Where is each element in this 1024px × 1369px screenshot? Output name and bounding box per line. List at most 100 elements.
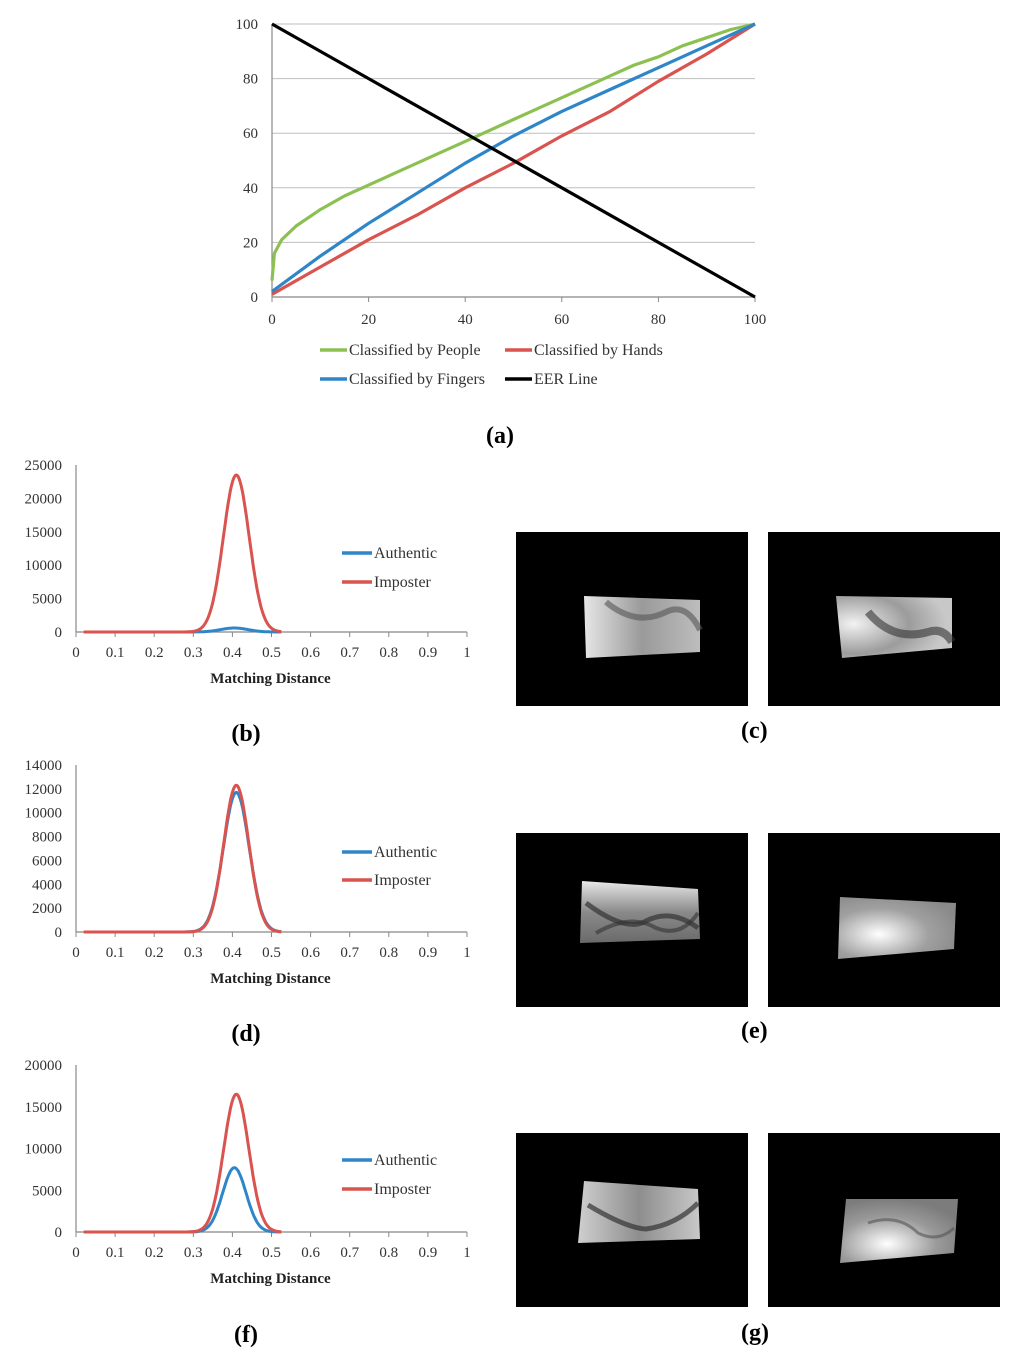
panel-label-b: (b)	[231, 721, 260, 747]
panel-label-e: (e)	[741, 1018, 768, 1044]
x-tick-label: 0.4	[223, 945, 242, 961]
y-tick-label: 20000	[25, 1058, 63, 1074]
panel-label-a: (a)	[486, 423, 514, 449]
vein-image-c-left	[516, 532, 748, 706]
x-tick-label: 0.5	[262, 645, 281, 661]
series-line-imposter	[83, 1092, 282, 1234]
legend-entry: Classified by Hands	[534, 342, 663, 359]
y-tick-label: 0	[55, 1225, 63, 1241]
x-tick-label: 80	[651, 312, 666, 328]
panel-label-d: (d)	[231, 1021, 260, 1047]
legend-entry: Authentic	[374, 545, 437, 562]
y-tick-label: 20000	[25, 491, 63, 507]
y-tick-label: 40	[243, 181, 258, 197]
series-line-eer-line	[271, 22, 756, 299]
vein-image-g-right	[768, 1133, 1000, 1307]
y-tick-label: 80	[243, 72, 258, 88]
vein-image-c-right	[768, 532, 1000, 706]
x-tick-label: 0.3	[184, 945, 203, 961]
vein-image-e-right	[768, 833, 1000, 1007]
y-tick-label: 8000	[32, 830, 62, 846]
y-tick-label: 100	[236, 17, 259, 33]
legend-entry: EER Line	[534, 371, 598, 388]
y-tick-label: 5000	[32, 1183, 62, 1199]
y-tick-label: 10000	[25, 806, 63, 822]
x-tick-label: 0	[268, 312, 276, 328]
x-tick-label: 0.4	[223, 1245, 242, 1261]
y-tick-label: 2000	[32, 901, 62, 917]
x-tick-label: 0.2	[145, 945, 164, 961]
x-tick-label: 0.6	[301, 945, 320, 961]
y-tick-label: 25000	[25, 458, 63, 474]
x-tick-label: 0.9	[419, 645, 438, 661]
panel-label-c: (c)	[741, 718, 768, 744]
x-tick-label: 0.1	[106, 645, 125, 661]
vein-image-graphic	[578, 1181, 700, 1243]
series-line-classified-by-fingers	[271, 22, 756, 293]
x-axis-label: Matching Distance	[210, 971, 331, 987]
x-tick-label: 1	[463, 945, 471, 961]
x-tick-label: 0.7	[340, 945, 359, 961]
series-line-classified-by-hands	[271, 22, 756, 296]
x-tick-label: 0.2	[145, 1245, 164, 1261]
x-tick-label: 0.2	[145, 645, 164, 661]
x-tick-label: 0.8	[379, 945, 398, 961]
x-tick-label: 0.3	[184, 1245, 203, 1261]
panel-label-f: (f)	[234, 1322, 258, 1348]
y-tick-label: 12000	[25, 782, 63, 798]
vein-image-graphic	[584, 596, 703, 658]
x-tick-label: 0.6	[301, 1245, 320, 1261]
y-tick-label: 10000	[25, 558, 63, 574]
series-line-imposter	[83, 783, 282, 934]
x-tick-label: 0	[72, 645, 80, 661]
vein-image-g-left	[516, 1133, 748, 1307]
y-tick-label: 0	[55, 925, 63, 941]
legend-entry: Classified by Fingers	[349, 371, 485, 388]
y-tick-label: 6000	[32, 853, 62, 869]
x-tick-label: 0.1	[106, 945, 125, 961]
series-line-classified-by-people	[270, 22, 756, 281]
y-tick-label: 5000	[32, 592, 62, 608]
x-tick-label: 0.1	[106, 1245, 125, 1261]
y-tick-label: 15000	[25, 525, 63, 541]
x-tick-label: 20	[361, 312, 376, 328]
y-tick-label: 15000	[25, 1100, 63, 1116]
y-tick-label: 14000	[25, 758, 63, 774]
x-tick-label: 0.6	[301, 645, 320, 661]
x-tick-label: 1	[463, 1245, 471, 1261]
legend-entry: Imposter	[374, 872, 432, 889]
panel-label-g: (g)	[741, 1320, 769, 1346]
x-tick-label: 0.5	[262, 1245, 281, 1261]
x-tick-label: 40	[458, 312, 473, 328]
x-tick-label: 0.9	[419, 945, 438, 961]
series-line-authentic	[83, 1166, 282, 1234]
legend-entry: Classified by People	[349, 342, 481, 359]
vein-image-graphic	[580, 881, 700, 943]
x-tick-label: 100	[744, 312, 767, 328]
vein-image-e-left	[516, 833, 748, 1007]
x-tick-label: 0.8	[379, 645, 398, 661]
legend-entry: Imposter	[374, 1181, 432, 1198]
y-tick-label: 0	[55, 625, 63, 641]
y-tick-label: 60	[243, 126, 258, 142]
legend-entry: Imposter	[374, 574, 432, 591]
x-tick-label: 0.7	[340, 1245, 359, 1261]
series-line-imposter	[83, 473, 282, 634]
x-tick-label: 0.7	[340, 645, 359, 661]
x-tick-label: 1	[463, 645, 471, 661]
vein-image-graphic	[836, 596, 956, 658]
legend-entry: Authentic	[374, 844, 437, 861]
x-tick-label: 60	[554, 312, 569, 328]
legend-entry: Authentic	[374, 1152, 437, 1169]
y-tick-label: 20	[243, 235, 258, 251]
y-tick-label: 0	[251, 290, 259, 306]
x-tick-label: 0	[72, 1245, 80, 1261]
vein-image-graphic	[840, 1199, 958, 1263]
y-tick-label: 4000	[32, 877, 62, 893]
x-tick-label: 0.8	[379, 1245, 398, 1261]
x-axis-label: Matching Distance	[210, 671, 331, 687]
x-tick-label: 0.4	[223, 645, 242, 661]
x-tick-label: 0.9	[419, 1245, 438, 1261]
x-tick-label: 0.3	[184, 645, 203, 661]
